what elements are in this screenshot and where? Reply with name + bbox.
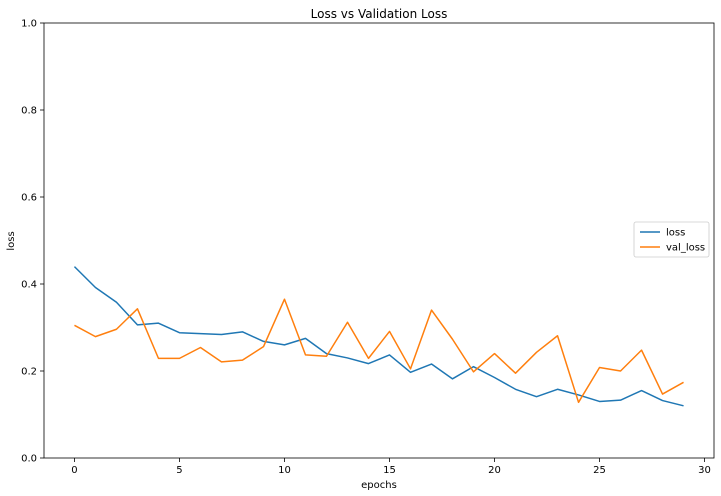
data-point-loss (283, 344, 285, 346)
data-point-loss (556, 388, 558, 390)
x-tick-label: 30 (698, 465, 711, 476)
y-tick-label: 0.6 (21, 193, 37, 204)
data-point-val-loss (388, 330, 390, 332)
plot-area: 0 5 10 15 20 25 30 0.0 0.2 0.4 0.6 0.8 1.0 (21, 19, 715, 476)
data-point-val-loss (178, 357, 180, 359)
data-point-val-loss (262, 345, 264, 347)
y-tick-label: 0.8 (21, 106, 37, 117)
legend: loss val_loss (633, 221, 710, 258)
data-point-val-loss (598, 366, 600, 368)
data-point-val-loss (367, 357, 369, 359)
data-point-val-loss (682, 381, 684, 383)
data-point-loss (94, 286, 96, 288)
legend-box (633, 221, 710, 258)
data-point-loss (430, 363, 432, 365)
data-point-loss (535, 395, 537, 397)
data-point-loss (451, 378, 453, 380)
y-tick-label: 0.0 (21, 454, 37, 465)
data-point-loss (346, 357, 348, 359)
data-point-val-loss (157, 357, 159, 359)
data-point-val-loss (493, 352, 495, 354)
data-point-val-loss (514, 372, 516, 374)
data-point-loss (472, 365, 474, 367)
data-point-val-loss (661, 393, 663, 395)
data-point-loss (661, 399, 663, 401)
data-point-loss (577, 394, 579, 396)
data-point-val-loss (136, 308, 138, 310)
data-point-val-loss (73, 324, 75, 326)
data-point-loss (262, 340, 264, 342)
data-point-val-loss (577, 401, 579, 403)
data-point-loss (241, 331, 243, 333)
x-tick-label: 5 (176, 465, 182, 476)
data-point-val-loss (220, 361, 222, 363)
data-point-val-loss (304, 354, 306, 356)
x-tick-label: 15 (383, 465, 396, 476)
data-point-loss (115, 301, 117, 303)
chart-title: Loss vs Validation Loss (311, 7, 448, 21)
data-point-loss (136, 324, 138, 326)
data-point-val-loss (451, 338, 453, 340)
data-point-val-loss (199, 346, 201, 348)
data-point-loss (157, 322, 159, 324)
x-tick-label: 0 (71, 465, 77, 476)
data-point-val-loss (283, 298, 285, 300)
data-point-loss (598, 400, 600, 402)
y-tick-label: 0.4 (21, 280, 37, 291)
data-point-val-loss (472, 371, 474, 373)
data-point-val-loss (556, 335, 558, 337)
data-point-loss (73, 265, 75, 267)
data-point-val-loss (430, 309, 432, 311)
data-point-val-loss (346, 321, 348, 323)
series-line-loss (73, 266, 684, 407)
data-point-val-loss (409, 368, 411, 370)
data-point-val-loss (640, 349, 642, 351)
data-point-loss (367, 362, 369, 364)
data-point-val-loss (94, 335, 96, 337)
y-tick-label: 0.2 (21, 367, 37, 378)
data-point-loss (682, 405, 684, 407)
data-point-loss (199, 332, 201, 334)
legend-label-loss: loss (666, 228, 685, 239)
x-tick-label: 10 (278, 465, 291, 476)
data-point-val-loss (535, 351, 537, 353)
x-tick-label: 25 (593, 465, 606, 476)
data-point-loss (640, 389, 642, 391)
data-point-loss (514, 388, 516, 390)
data-point-loss (409, 371, 411, 373)
data-point-loss (388, 354, 390, 356)
data-point-loss (220, 333, 222, 335)
x-axis-label: epochs (361, 480, 397, 491)
x-tick-label: 20 (488, 465, 501, 476)
data-point-val-loss (115, 328, 117, 330)
data-point-val-loss (619, 370, 621, 372)
y-axis-label: loss (6, 231, 17, 250)
data-point-loss (619, 399, 621, 401)
legend-label-val-loss: val_loss (666, 243, 705, 254)
data-point-loss (493, 376, 495, 378)
y-tick-label: 1.0 (21, 19, 37, 30)
data-point-loss (304, 337, 306, 339)
data-point-loss (178, 332, 180, 334)
data-point-val-loss (241, 359, 243, 361)
series-line-val-loss (74, 298, 684, 404)
data-point-val-loss (325, 355, 327, 357)
axes-frame (43, 22, 715, 459)
